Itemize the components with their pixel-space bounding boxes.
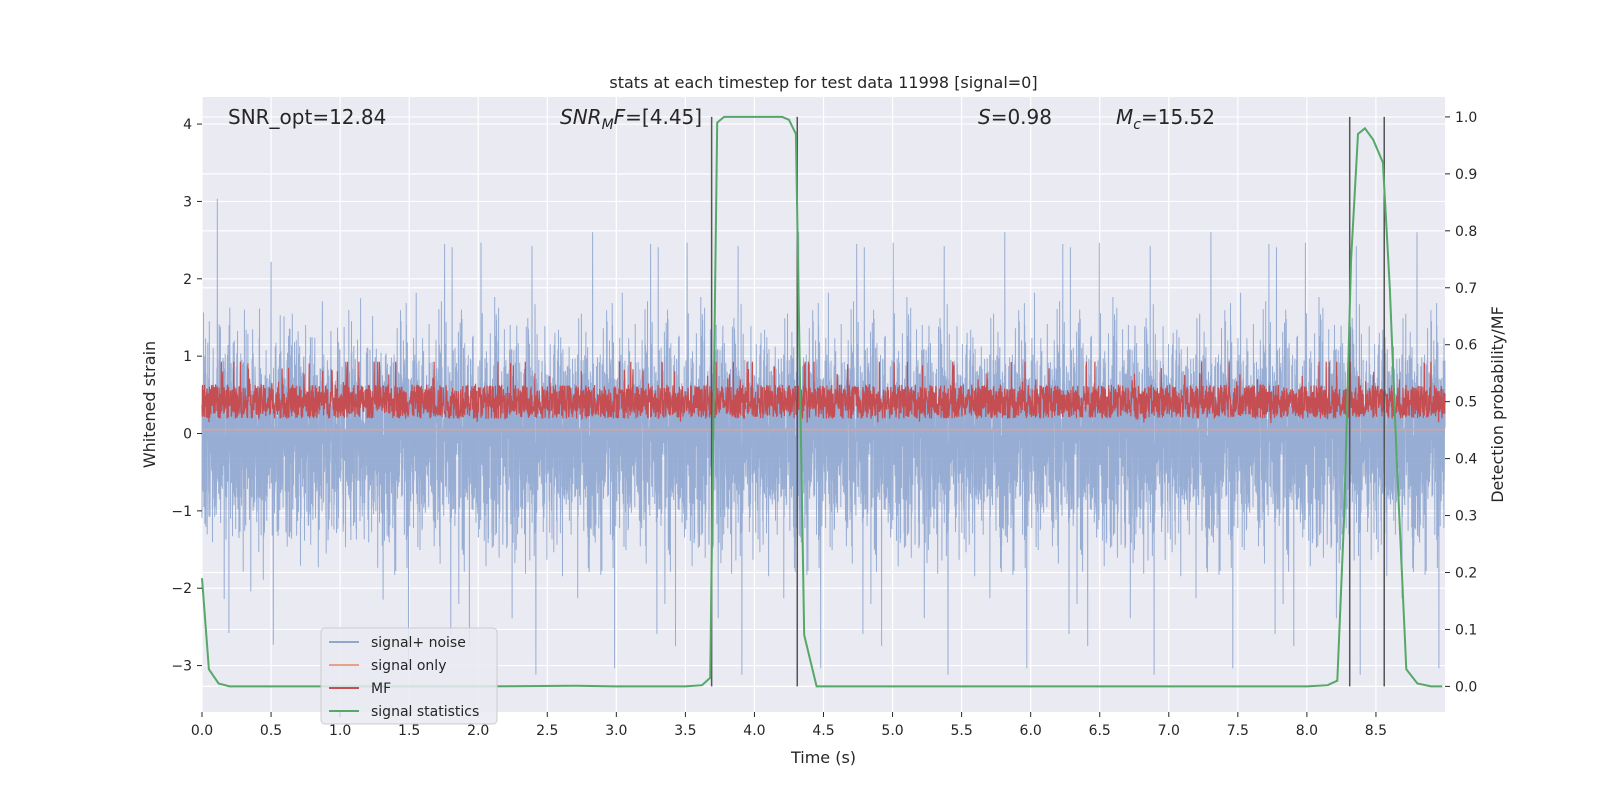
x-tick-label: 6.5: [1089, 723, 1111, 739]
x-tick-label: 3.5: [674, 723, 696, 739]
legend-label: signal statistics: [371, 704, 479, 720]
x-tick-label: 2.5: [536, 723, 558, 739]
y2-tick-label: 0.4: [1455, 452, 1477, 468]
chart-title: stats at each timestep for test data 119…: [609, 73, 1037, 92]
mc-subscript: c: [1133, 117, 1141, 133]
mc-symbol: M: [1116, 105, 1133, 129]
snr-opt-annotation: SNR_opt=12.84: [228, 105, 386, 129]
x-tick-label: 7.0: [1158, 723, 1180, 739]
mc-value: =15.52: [1141, 105, 1215, 129]
mf-series: [201, 361, 1446, 424]
legend-box: [320, 627, 498, 725]
y-tick-label: 0: [183, 427, 192, 443]
y-tick-label: 1: [183, 349, 192, 365]
y-tick-label: 3: [183, 194, 192, 210]
mc-annotation: Mc=15.52: [1116, 105, 1215, 133]
y-tick-label: 2: [183, 272, 192, 288]
x-tick-label: 0.5: [260, 723, 282, 739]
y2-tick-label: 0.5: [1455, 395, 1477, 411]
y2-tick-label: 1.0: [1455, 110, 1477, 126]
x-tick-label: 0.0: [191, 723, 213, 739]
legend-label: MF: [371, 681, 391, 697]
x-tick-label: 2.0: [467, 723, 489, 739]
y-tick-label: −2: [171, 581, 192, 597]
y2-axis-label: Detection probability/MF: [1488, 306, 1507, 503]
y2-tick-label: 0.2: [1455, 565, 1477, 581]
x-tick-label: 7.5: [1227, 723, 1249, 739]
x-tick-label: 1.5: [398, 723, 420, 739]
snr-mf-prefix: SNR: [560, 105, 602, 129]
snr-mf-mid: F: [614, 105, 626, 129]
s-value: =0.98: [991, 105, 1052, 129]
y-tick-label: −3: [171, 659, 192, 675]
x-tick-label: 3.0: [605, 723, 627, 739]
y2-tick-label: 0.6: [1455, 338, 1477, 354]
mf-line: [201, 361, 1446, 424]
y-tick-label: −1: [171, 504, 192, 520]
snr-mf-subscript: M: [602, 117, 614, 133]
y2-tick-label: 0.9: [1455, 167, 1477, 183]
x-tick-label: 4.5: [812, 723, 834, 739]
x-tick-label: 8.5: [1365, 723, 1387, 739]
x-axis: 0.0 0.5 1.0 1.5 2.0 2.5 3.0 3.5 4.0 4.5 5.0 5.5 6.0 6…: [191, 712, 1387, 739]
detection-markers: [710, 116, 1385, 687]
y-axis-label: Whitened strain: [140, 341, 159, 468]
y2-tick-label: 0.8: [1455, 224, 1477, 240]
y-axis-left: −3 −2 −1 0 1 2 3 4: [171, 117, 202, 675]
x-tick-label: 5.0: [881, 723, 903, 739]
y2-tick-label: 0.1: [1455, 622, 1477, 638]
x-tick-label: 8.0: [1296, 723, 1318, 739]
x-tick-label: 1.0: [329, 723, 351, 739]
s-annotation: S=0.98: [978, 105, 1052, 129]
y2-tick-label: 0.7: [1455, 281, 1477, 297]
snr-mf-value: =[4.45]: [625, 105, 702, 129]
snr-mf-annotation: SNRMF=[4.45]: [560, 105, 702, 133]
x-tick-label: 6.0: [1020, 723, 1042, 739]
x-tick-label: 4.0: [743, 723, 765, 739]
y2-tick-label: 0.3: [1455, 509, 1477, 525]
y-tick-label: 4: [183, 117, 192, 133]
x-tick-label: 5.5: [950, 723, 972, 739]
legend-label: signal+ noise: [371, 635, 466, 651]
x-axis-label: Time (s): [790, 748, 856, 767]
y-axis-right: 0.0 0.1 0.2 0.3 0.4 0.5 0.6 0.7 0.8 0.9 1.0: [1445, 110, 1477, 695]
legend: signal+ noise signal only MF signal statist…: [320, 627, 498, 725]
s-symbol: S: [978, 105, 991, 129]
y2-tick-label: 0.0: [1455, 679, 1477, 695]
legend-label: signal only: [371, 658, 446, 674]
